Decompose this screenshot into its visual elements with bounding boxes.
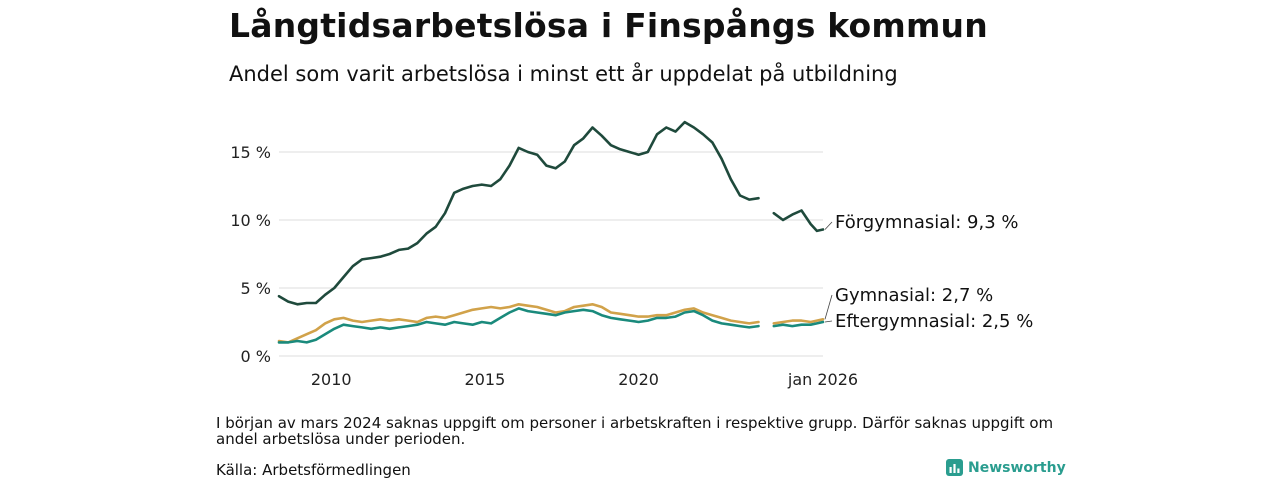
y-tick-label: 15 % bbox=[230, 143, 271, 162]
x-tick-label: 2010 bbox=[311, 370, 352, 389]
series-label-leader bbox=[824, 294, 833, 320]
chart-note: I början av mars 2024 saknas uppgift om … bbox=[216, 414, 1054, 448]
chart-source: Källa: Arbetsförmedlingen bbox=[216, 461, 411, 479]
series-label-leader bbox=[824, 320, 833, 323]
x-tick-label: jan 2026 bbox=[787, 370, 858, 389]
series-label-eftergymnasial: Eftergymnasial: 2,5 % bbox=[835, 311, 1033, 332]
y-tick-label: 10 % bbox=[230, 211, 271, 230]
series-line-gymnasial bbox=[772, 318, 825, 325]
series-line-gymnasial bbox=[277, 303, 760, 344]
chart-subtitle: Andel som varit arbetslösa i minst ett å… bbox=[229, 62, 898, 86]
line-chart: 0 % 5 % 10 % 15 % 2010 2015 2020 jan 2026 Förgym… bbox=[230, 120, 1033, 389]
brand-logo[interactable]: Newsworthy bbox=[946, 459, 1066, 476]
series-line-eftergymnasial bbox=[277, 307, 760, 344]
chart-title: Långtidsarbetslösa i Finspångs kommun bbox=[229, 6, 988, 45]
series-label-förgymnasial: Förgymnasial: 9,3 % bbox=[835, 212, 1019, 233]
series-line-eftergymnasial bbox=[772, 320, 825, 328]
series-label-leader bbox=[824, 221, 833, 230]
series-label-gymnasial: Gymnasial: 2,7 % bbox=[835, 285, 993, 306]
x-tick-label: 2020 bbox=[618, 370, 659, 389]
y-tick-label: 0 % bbox=[241, 347, 271, 366]
bar-chart-logo-icon bbox=[946, 459, 963, 476]
x-tick-label: 2015 bbox=[465, 370, 506, 389]
series-line-förgymnasial bbox=[772, 209, 825, 233]
brand-name: Newsworthy bbox=[968, 459, 1066, 476]
series-line-förgymnasial bbox=[277, 120, 760, 306]
y-tick-label: 5 % bbox=[241, 279, 271, 298]
